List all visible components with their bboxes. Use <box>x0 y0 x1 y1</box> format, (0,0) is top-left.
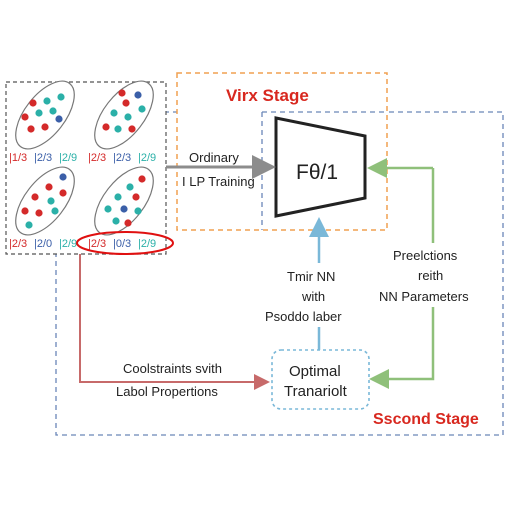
instance-dot <box>29 99 37 107</box>
ordinary-label-line2: I LP Training <box>182 174 255 189</box>
ordinary-label-line1: Ordinary <box>189 150 239 165</box>
ot-box: Optimal Tranariolt <box>271 349 370 410</box>
instance-dot <box>124 219 132 227</box>
instance-dot <box>43 97 51 105</box>
bag-proportion-label: |2/3 <box>88 238 106 250</box>
bag-proportion-label: |0/3 <box>113 238 131 250</box>
predictions-label-line3: NN Parameters <box>379 289 469 304</box>
bag-4: |2/3 |0/3 |2/9 <box>88 166 156 250</box>
bag-proportion-label: |2/9 <box>138 152 156 164</box>
instance-dot <box>102 123 110 131</box>
bag-proportion-label: |2/9 <box>59 238 77 250</box>
train-nn-label-line1: Tmir NN <box>287 269 335 284</box>
instance-dot <box>27 125 35 133</box>
bag-ellipse <box>15 166 75 236</box>
instance-dot <box>45 183 53 191</box>
instance-dot <box>110 109 118 117</box>
arrow-constraints <box>79 254 270 390</box>
instance-dot <box>114 125 122 133</box>
bag-proportion-label: |2/9 <box>59 152 77 164</box>
instance-dot <box>138 105 146 113</box>
ot-label-line2: Tranariolt <box>284 383 348 400</box>
instance-dot <box>128 125 136 133</box>
instance-dot <box>124 113 132 121</box>
instance-dot <box>126 183 134 191</box>
constraints-label-line2: Labol Propertions <box>116 384 218 399</box>
instance-dot <box>55 115 63 123</box>
instance-dot <box>114 193 122 201</box>
train-nn-label-line3: Psoddo laber <box>265 309 342 324</box>
instance-dot <box>134 91 142 99</box>
bag-1: |1/3 |2/3 |2/9 <box>9 80 77 164</box>
instance-dot <box>21 113 29 121</box>
bag-proportion-label: |2/3 <box>88 152 106 164</box>
instance-dot <box>41 123 49 131</box>
instance-dot <box>31 193 39 201</box>
instance-dot <box>120 205 128 213</box>
constraints-label-line1: Coolstraints svith <box>123 361 222 376</box>
bag-proportion-label: |2/0 <box>34 238 52 250</box>
second-stage-region <box>55 111 504 436</box>
instance-dot <box>138 175 146 183</box>
instance-dot <box>59 173 67 181</box>
instance-dot <box>118 89 126 97</box>
bag-proportion-label: |2/3 <box>34 152 52 164</box>
bag-proportion-label: |1/3 <box>9 152 27 164</box>
ot-label-line1: Optimal <box>289 363 341 380</box>
predictions-label-line2: reith <box>418 268 443 283</box>
arrow-predictions <box>369 168 435 389</box>
instance-dot <box>25 221 33 229</box>
highlight-ellipse <box>76 231 174 255</box>
instance-dot <box>59 189 67 197</box>
instance-dot <box>51 207 59 215</box>
bag-proportion-label: |2/9 <box>138 238 156 250</box>
instance-dot <box>21 207 29 215</box>
predictions-label-line1: Preelctions <box>393 248 458 263</box>
bag-3: |2/3 |2/0 |2/9 <box>9 166 77 250</box>
instance-dot <box>132 193 140 201</box>
model-label: Fθ/1 <box>296 161 338 184</box>
instance-dot <box>112 217 120 225</box>
instance-dot <box>47 197 55 205</box>
bag-proportion-label: |2/3 <box>9 238 27 250</box>
instance-dot <box>104 205 112 213</box>
bags-group: |1/3 |2/3 |2/9 |2/3 |2/3 |2/9|2/3 |2/0 |2/9 |2/3… <box>9 80 156 250</box>
instance-dot <box>49 107 57 115</box>
second-stage-title: Sscond Stage <box>373 411 479 428</box>
first-stage-title: Virx Stage <box>226 86 309 105</box>
instance-dot <box>35 109 43 117</box>
instance-dot <box>122 99 130 107</box>
instance-dot <box>134 207 142 215</box>
instance-dot <box>35 209 43 217</box>
train-nn-label-line2: with <box>301 289 325 304</box>
bag-proportion-label: |2/3 <box>113 152 131 164</box>
model-box: Fθ/1 <box>274 116 367 218</box>
bag-2: |2/3 |2/3 |2/9 <box>88 80 156 164</box>
instance-dot <box>57 93 65 101</box>
